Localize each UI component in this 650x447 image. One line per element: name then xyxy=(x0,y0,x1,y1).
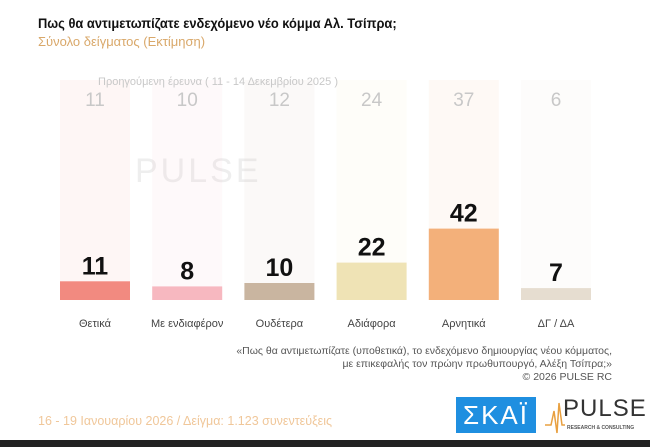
note-line: «Πως θα αντιμετωπίζατε (υποθετικά), το ε… xyxy=(236,345,612,357)
watermark: PULSE xyxy=(135,152,262,190)
value-label: 10 xyxy=(265,254,293,282)
bar xyxy=(521,288,591,300)
value-label: 42 xyxy=(450,200,478,228)
previous-value-label: 10 xyxy=(177,90,198,111)
value-label: 22 xyxy=(358,234,386,262)
previous-bar-bg xyxy=(152,80,223,300)
chart-title: Πως θα αντιμετωπίζατε ενδεχόμενο νέο κόμ… xyxy=(38,15,397,31)
chart-subtitle: Σύνολο δείγματος (Εκτίμηση) xyxy=(38,34,206,49)
previous-bar-bg xyxy=(60,80,130,300)
bottom-bar xyxy=(0,440,650,447)
bar-chart: PULSE 11 11 Θετικά 10 8 Με ενδιαφέρον 12 10 Ουδέτ… xyxy=(60,80,591,330)
value-label: 11 xyxy=(82,252,109,280)
question-note: «Πως θα αντιμετωπίζατε (υποθετικά), το ε… xyxy=(236,345,612,384)
category-label: Με ενδιαφέρον xyxy=(151,318,224,330)
skai-logo: ΣΚΑΪ xyxy=(456,397,536,433)
previous-value-label: 6 xyxy=(551,90,562,111)
copyright: © 2026 PULSE RC xyxy=(522,371,612,383)
value-label: 8 xyxy=(180,257,194,285)
previous-value-label: 24 xyxy=(361,90,383,111)
bar xyxy=(152,286,223,300)
previous-value-label: 37 xyxy=(453,90,474,111)
bar xyxy=(428,228,499,300)
category-label: Ουδέτερα xyxy=(256,318,304,330)
previous-survey-label: Προηγούμενη έρευνα ( 11 - 14 Δεκεμβρίου … xyxy=(98,76,338,88)
bar xyxy=(244,283,315,300)
previous-bar-bg xyxy=(244,80,315,300)
category-label: Αδιάφορα xyxy=(348,318,397,330)
survey-footer: 16 - 19 Ιανουαρίου 2026 / Δείγμα: 1.123 … xyxy=(38,414,333,428)
category-label: Αρνητικά xyxy=(442,318,486,330)
note-line: με επικεφαλής τον πρώην πρωθυπουργό, Αλέ… xyxy=(342,358,612,370)
category-label: ΔΓ / ΔΑ xyxy=(538,318,575,330)
bar xyxy=(60,281,130,300)
previous-value-label: 12 xyxy=(269,90,290,111)
pulse-logo: PULSE RESEARCH & CONSULTING xyxy=(545,395,646,435)
bar xyxy=(336,262,407,300)
previous-value-label: 11 xyxy=(85,90,105,111)
previous-bar-bg xyxy=(521,80,591,300)
value-label: 7 xyxy=(549,259,563,287)
category-label: Θετικά xyxy=(79,318,112,330)
